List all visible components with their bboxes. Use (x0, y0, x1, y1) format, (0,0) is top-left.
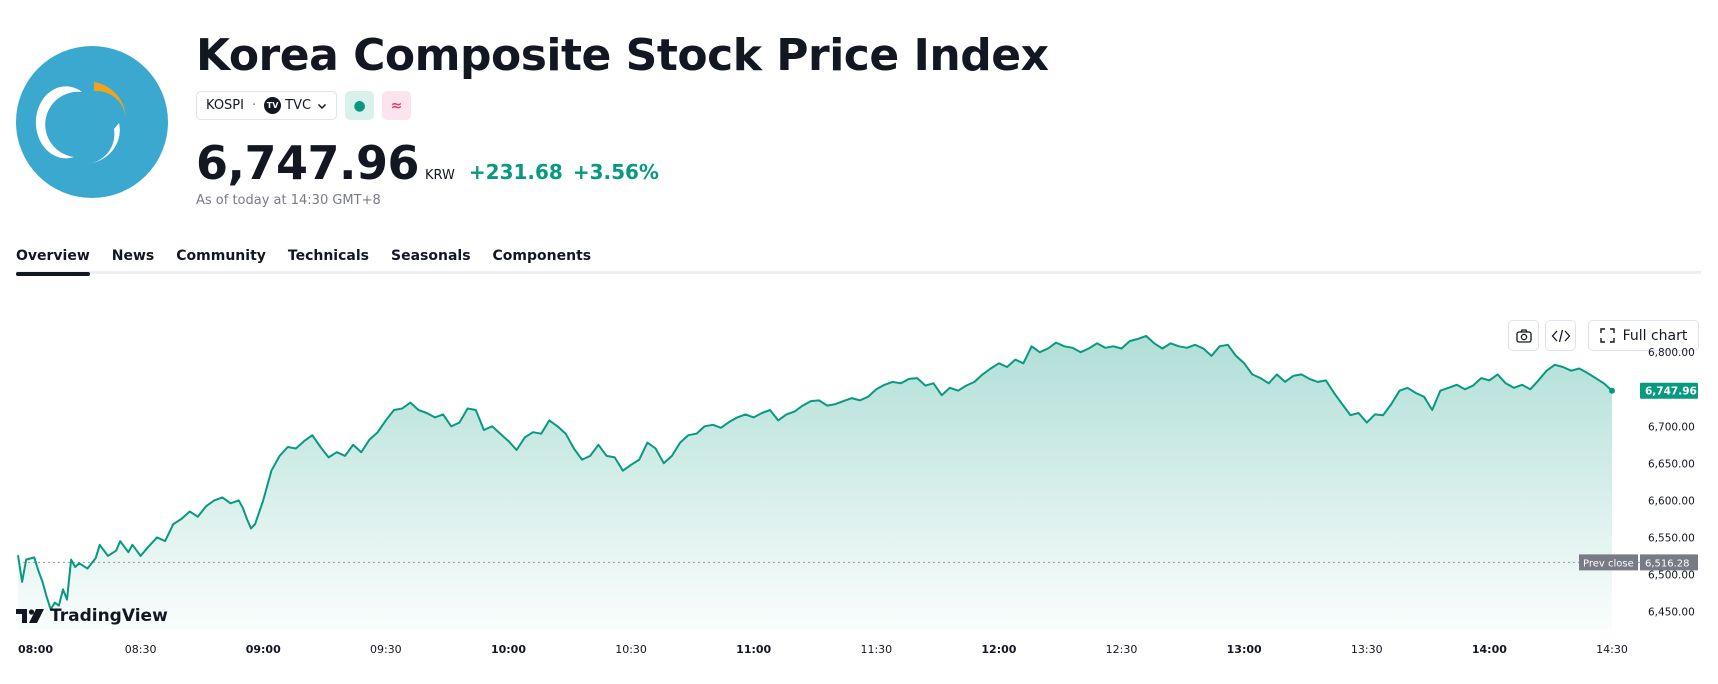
x-tick-label: 08:30 (125, 643, 157, 656)
tab-bar: Overview News Community Technicals Seaso… (16, 248, 592, 276)
y-tick-label: 6,800.00 (1648, 347, 1695, 359)
as-of-timestamp: As of today at 14:30 GMT+8 (196, 193, 381, 208)
symbol-exchange-selector[interactable]: KOSPI · TV TVC (196, 91, 338, 120)
full-chart-label: Full chart (1622, 327, 1688, 344)
last-price: 6,747.96 (196, 136, 420, 190)
camera-icon (1515, 328, 1532, 343)
x-tick-label: 10:30 (615, 643, 647, 656)
x-tick-label: 12:30 (1106, 643, 1138, 656)
tradingview-logo-icon (16, 609, 44, 623)
last-price-badge-text: 6,747.96 (1645, 386, 1697, 398)
x-tick-label: 13:00 (1227, 643, 1262, 656)
kospi-logo (16, 46, 168, 198)
tab-community[interactable]: Community (176, 248, 266, 264)
y-tick-label: 6,450.00 (1648, 606, 1695, 618)
x-tick-label: 14:00 (1472, 643, 1507, 656)
symbol-chips: KOSPI · TV TVC ● ≈ (196, 91, 412, 120)
x-tick-label: 11:30 (860, 643, 892, 656)
y-tick-label: 6,550.00 (1648, 532, 1695, 544)
price-chart[interactable]: 6,800.006,750.006,700.006,650.006,600.00… (0, 330, 1718, 664)
page-title: Korea Composite Stock Price Index (196, 30, 1049, 81)
symbol-label: KOSPI (206, 98, 244, 113)
tab-overview[interactable]: Overview (16, 248, 90, 276)
fullscreen-icon (1599, 328, 1615, 343)
y-tick-label: 6,600.00 (1648, 495, 1695, 507)
x-tick-label: 09:30 (370, 643, 402, 656)
price-line (17, 334, 1613, 611)
x-tick-label: 10:00 (491, 643, 526, 656)
separator-dot: · (251, 98, 257, 113)
embed-button[interactable] (1545, 320, 1576, 351)
x-tick-label: 12:00 (981, 643, 1016, 656)
price-change-percent: +3.56% (572, 160, 659, 184)
snapshot-button[interactable] (1508, 320, 1539, 351)
tab-seasonals[interactable]: Seasonals (391, 248, 471, 264)
prev-close-label: Prev close (1583, 558, 1634, 569)
x-axis: 08:00 08:30 09:00 09:30 10:00 10:30 11:00 11:30… (18, 643, 1628, 656)
y-tick-label: 6,500.00 (1648, 569, 1695, 581)
watermark-text: TradingView (50, 606, 168, 626)
x-tick-label: 11:00 (736, 643, 771, 656)
tab-news[interactable]: News (111, 248, 155, 264)
y-tick-label: 6,700.00 (1648, 421, 1695, 433)
tab-technicals[interactable]: Technicals (287, 248, 369, 264)
crescent-logo-icon (35, 82, 126, 164)
x-tick-label: 09:00 (246, 643, 281, 656)
x-tick-label: 14:30 (1596, 643, 1628, 656)
x-tick-label: 08:00 (18, 643, 53, 656)
last-price-dot (1609, 387, 1615, 394)
chevron-down-icon (317, 101, 327, 111)
market-open-dot-icon[interactable]: ● (345, 91, 375, 120)
tradingview-logo[interactable]: TradingView (16, 606, 168, 626)
last-price-badge: 6,747.96 (1640, 382, 1698, 399)
y-tick-label: 6,650.00 (1648, 458, 1695, 470)
prev-close-value: 6,516.28 (1645, 558, 1690, 569)
price-area-fill (18, 335, 1612, 630)
approx-icon[interactable]: ≈ (382, 91, 412, 120)
full-chart-button[interactable]: Full chart (1588, 320, 1699, 351)
prev-close-badge: Prev close 6,516.28 (1579, 554, 1698, 571)
exchange-label: TVC (285, 98, 312, 113)
x-tick-label: 13:30 (1351, 643, 1383, 656)
tab-components[interactable]: Components (492, 248, 592, 264)
currency-label: KRW (425, 168, 455, 183)
tradingview-badge-icon: TV (264, 97, 282, 114)
code-icon (1551, 329, 1570, 342)
price-change: +231.68 (468, 160, 563, 184)
price-row: 6,747.96 KRW +231.68 +3.56% (196, 136, 659, 190)
tabs-divider (16, 271, 1701, 274)
